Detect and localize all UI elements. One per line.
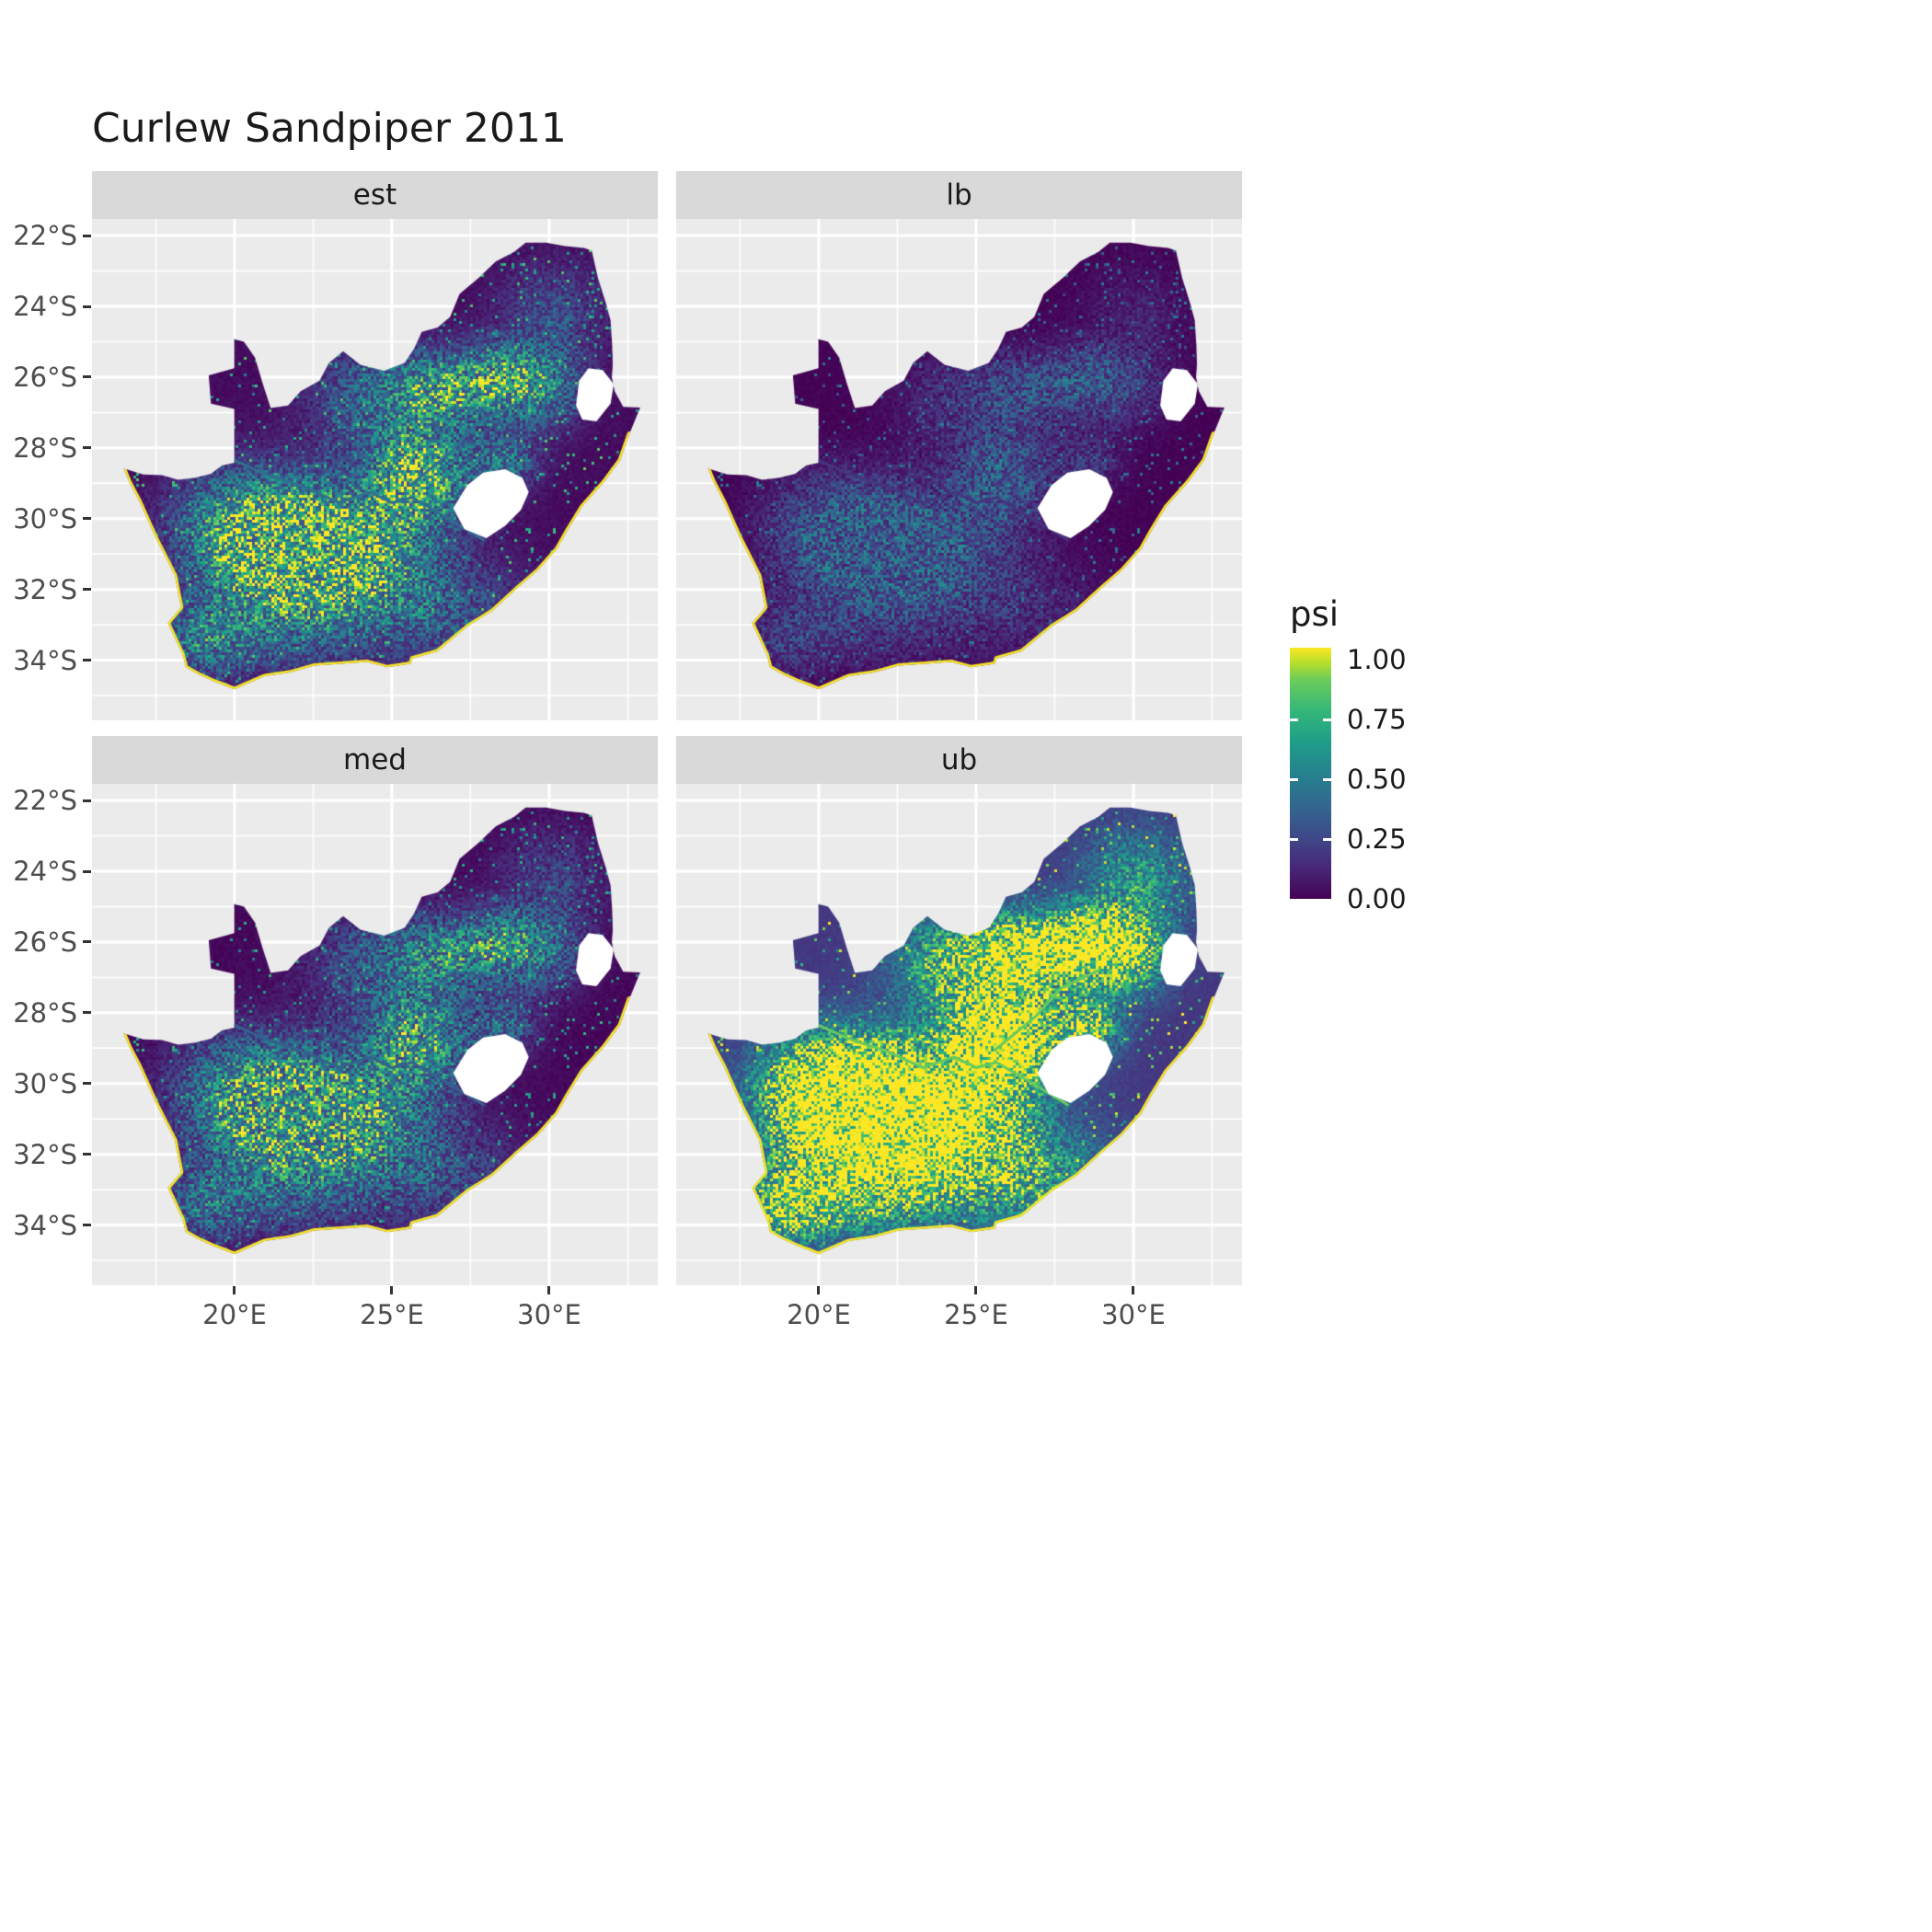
- colorbar-tick: [1323, 777, 1331, 781]
- y-axis-label: 22°S: [13, 785, 77, 816]
- y-axis-label: 30°S: [13, 1068, 77, 1099]
- legend-title: psi: [1290, 594, 1340, 634]
- map-panel-lb: [676, 219, 1242, 720]
- legend-tick-label: 0.00: [1347, 883, 1407, 914]
- x-axis-label: 30°E: [1101, 1299, 1166, 1330]
- y-axis-tick: [83, 799, 91, 802]
- facet-strip-label: est: [352, 178, 397, 212]
- facet-strip-label: ub: [940, 743, 978, 776]
- x-axis-tick: [390, 1286, 394, 1294]
- y-axis-tick: [83, 1011, 91, 1015]
- facet-lb: lb: [676, 171, 1242, 720]
- y-axis-tick: [83, 517, 91, 521]
- y-axis-tick: [83, 940, 91, 944]
- facet-strip-med: med: [92, 736, 658, 784]
- facet-strip-label: med: [343, 743, 407, 776]
- y-axis-label: 26°S: [13, 926, 77, 958]
- y-axis-tick: [83, 588, 91, 592]
- y-axis-label: 22°S: [13, 220, 77, 251]
- facet-strip-label: lb: [946, 178, 972, 212]
- y-axis-tick: [83, 305, 91, 308]
- x-axis-tick: [1132, 1286, 1135, 1294]
- facet-med: med: [92, 736, 658, 1285]
- facet-strip-lb: lb: [676, 171, 1242, 219]
- legend-colorbar: [1290, 648, 1331, 899]
- x-axis-tick: [974, 1286, 978, 1294]
- colorbar-tick: [1290, 718, 1298, 721]
- x-axis-tick: [817, 1286, 821, 1294]
- x-axis-tick: [233, 1286, 236, 1294]
- x-axis-label: 30°E: [517, 1299, 581, 1330]
- x-axis-label: 25°E: [944, 1299, 1008, 1330]
- y-axis-label: 24°S: [13, 291, 77, 322]
- facet-ub: ub: [676, 736, 1242, 1285]
- y-axis-label: 34°S: [13, 645, 77, 676]
- y-axis-tick: [83, 1224, 91, 1227]
- facet-strip-est: est: [92, 171, 658, 219]
- x-axis-label: 20°E: [787, 1299, 851, 1330]
- y-axis-label: 28°S: [13, 432, 77, 464]
- x-axis-label: 20°E: [202, 1299, 267, 1330]
- y-axis-label: 24°S: [13, 856, 77, 887]
- plot-title: Curlew Sandpiper 2011: [92, 105, 567, 152]
- y-axis-tick: [83, 869, 91, 873]
- facet-strip-ub: ub: [676, 736, 1242, 784]
- map-panel-ub: [676, 784, 1242, 1285]
- y-axis-label: 32°S: [13, 1139, 77, 1170]
- y-axis-tick: [83, 659, 91, 662]
- legend-tick-label: 0.75: [1347, 704, 1407, 735]
- facet-est: est: [92, 171, 658, 720]
- legend-tick-label: 0.25: [1347, 823, 1407, 855]
- map-panel-med: [92, 784, 658, 1285]
- y-axis-tick: [83, 1153, 91, 1156]
- y-axis-tick: [83, 1082, 91, 1086]
- x-axis-label: 25°E: [360, 1299, 424, 1330]
- colorbar-tick: [1323, 837, 1331, 841]
- map-panel-est: [92, 219, 658, 720]
- y-axis-label: 26°S: [13, 362, 77, 393]
- y-axis-label: 28°S: [13, 997, 77, 1029]
- colorbar-tick: [1290, 777, 1298, 781]
- legend-tick-label: 1.00: [1347, 644, 1407, 675]
- y-axis-label: 32°S: [13, 574, 77, 605]
- legend-tick-label: 0.50: [1347, 764, 1407, 795]
- x-axis-tick: [547, 1286, 551, 1294]
- y-axis-label: 30°S: [13, 503, 77, 535]
- y-axis-tick: [83, 446, 91, 450]
- y-axis-tick: [83, 234, 91, 237]
- y-axis-tick: [83, 375, 91, 379]
- y-axis-label: 34°S: [13, 1210, 77, 1241]
- colorbar-tick: [1290, 837, 1298, 841]
- colorbar-tick: [1323, 718, 1331, 721]
